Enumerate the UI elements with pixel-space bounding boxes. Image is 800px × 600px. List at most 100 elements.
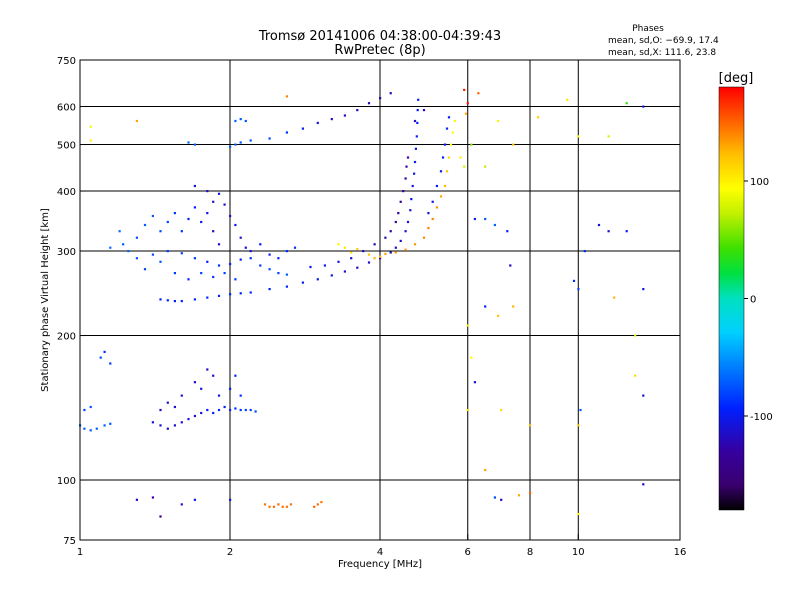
data-point <box>356 266 359 269</box>
data-point <box>285 131 288 134</box>
colorbar-tick-label: 0 <box>750 295 756 306</box>
data-point <box>356 109 359 112</box>
data-point <box>413 172 416 175</box>
data-point <box>173 300 176 303</box>
data-point <box>223 203 226 206</box>
data-point <box>268 268 271 271</box>
data-point <box>151 421 154 424</box>
data-point <box>206 260 209 263</box>
data-point <box>445 127 449 130</box>
y-tick-label: 300 <box>57 247 76 258</box>
data-point <box>193 414 196 418</box>
data-point <box>180 503 183 506</box>
data-point <box>234 407 237 410</box>
data-point <box>634 334 637 337</box>
data-point <box>244 119 247 123</box>
data-point <box>577 135 580 138</box>
phase-stats-o: mean, sd,O: −69.9, 17.4 <box>608 36 719 46</box>
data-point <box>634 374 637 377</box>
data-point <box>466 324 469 327</box>
data-point <box>254 410 257 413</box>
data-point <box>529 424 532 427</box>
data-point <box>404 248 407 251</box>
data-point <box>445 170 449 173</box>
colorbar-label: [deg] <box>719 71 754 86</box>
data-point <box>405 165 408 168</box>
data-point <box>313 505 316 508</box>
data-point <box>180 230 183 233</box>
data-point <box>166 250 169 253</box>
data-point <box>244 246 247 249</box>
data-point <box>206 296 209 299</box>
data-point <box>404 177 407 180</box>
data-point <box>427 227 430 230</box>
data-point <box>122 243 125 246</box>
y-axis-label: Stationary phase Virtual Height [km] <box>40 208 51 392</box>
data-point <box>384 252 387 255</box>
data-point <box>239 292 242 295</box>
data-point <box>212 275 215 279</box>
data-point <box>135 119 138 123</box>
data-point <box>449 143 453 146</box>
data-point <box>356 247 359 251</box>
data-point <box>379 97 382 100</box>
data-point <box>193 381 196 384</box>
data-point <box>118 230 121 233</box>
chart-title: Tromsø 20141006 04:38:00-04:39:43 <box>258 29 501 44</box>
x-tick-label: 10 <box>572 547 585 558</box>
y-tick-label: 400 <box>57 187 76 198</box>
data-point <box>109 362 112 365</box>
data-point <box>166 220 169 224</box>
data-point <box>379 255 382 258</box>
data-point <box>464 112 468 115</box>
data-point <box>406 220 410 224</box>
data-point <box>239 118 242 121</box>
data-point <box>607 135 610 138</box>
data-point <box>259 243 262 246</box>
data-point <box>402 190 405 193</box>
data-point <box>173 405 176 409</box>
data-point <box>281 505 284 508</box>
data-point <box>343 246 346 249</box>
data-point <box>399 239 402 242</box>
data-point <box>83 427 86 430</box>
data-point <box>367 261 371 264</box>
data-point <box>411 184 414 188</box>
data-point <box>463 88 466 91</box>
data-point <box>484 217 487 221</box>
data-point <box>470 356 473 359</box>
data-point <box>159 408 162 412</box>
data-point <box>229 498 232 501</box>
data-point <box>217 394 221 397</box>
data-point <box>343 270 346 273</box>
data-point <box>642 288 645 291</box>
y-tick-label: 100 <box>57 476 76 487</box>
data-point <box>206 212 209 215</box>
data-point <box>415 135 418 138</box>
data-point <box>435 206 438 209</box>
grid-lines <box>80 60 680 540</box>
x-tick-label: 8 <box>527 547 533 558</box>
colorbar-tick-label: 100 <box>750 177 769 188</box>
data-point <box>200 272 203 275</box>
x-tick-label: 16 <box>674 547 687 558</box>
data-point <box>417 98 420 101</box>
data-point <box>135 498 138 501</box>
data-point <box>217 294 221 297</box>
data-point <box>413 160 417 164</box>
data-point <box>217 408 221 412</box>
data-point <box>234 278 237 281</box>
data-point <box>473 217 476 221</box>
data-point <box>193 257 196 260</box>
data-point <box>441 156 445 159</box>
data-point <box>473 381 476 384</box>
colorbar <box>718 86 745 511</box>
data-point <box>500 408 503 412</box>
x-tick-label: 4 <box>377 547 383 558</box>
phase-stats-x: mean, sd,X: 111.6, 23.8 <box>608 48 716 58</box>
data-point <box>579 408 582 412</box>
data-point <box>285 95 288 98</box>
data-point <box>394 220 397 224</box>
data-point <box>223 405 226 409</box>
data-point <box>362 250 365 253</box>
